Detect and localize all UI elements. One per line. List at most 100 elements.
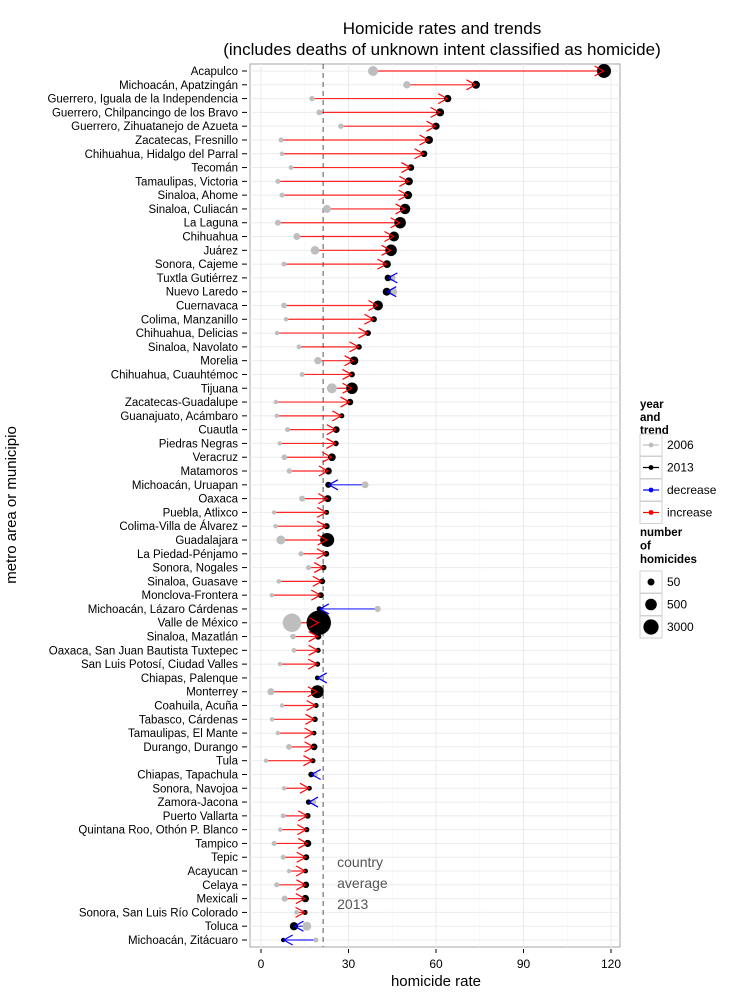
y-tick-label: Acayucan (187, 866, 238, 878)
arrowhead (401, 162, 412, 174)
y-tick-label: Michoacán, Uruapan (132, 480, 238, 492)
point-2006 (281, 302, 287, 309)
arrowhead (297, 837, 309, 849)
point-2006 (309, 95, 315, 102)
y-tick-label: Tabasco, Cárdenas (139, 714, 238, 726)
y-tick-label: Mexicali (196, 894, 238, 906)
legend-size-dot (643, 619, 659, 635)
x-tick-label: 90 (517, 957, 531, 971)
y-axis-labels: Acapulco Michoacán, Apatzingán Guerrero, I… (47, 66, 247, 947)
y-tick-label: Michoacán, Apatzingán (119, 80, 238, 92)
point-2006 (310, 246, 320, 255)
point-2006 (275, 730, 281, 736)
country-average-annotation: country average 2013 (337, 854, 388, 912)
y-tick-label: Monterrey (186, 687, 238, 699)
point-2006 (296, 344, 302, 350)
x-tick-label: 30 (342, 957, 356, 971)
y-tick-label: Chihuahua, Delicias (136, 328, 239, 340)
arrowhead (316, 520, 328, 532)
arrowhead (318, 493, 329, 505)
y-tick-label: Tepic (211, 852, 238, 864)
y-tick-label: Chihuahua (182, 232, 238, 244)
y-tick-label: Colima, Manzanillo (141, 314, 238, 326)
legend-trend-title: year (640, 399, 664, 411)
legend-size-dot (647, 578, 655, 586)
y-tick-label: Tamaulipas, Victoria (135, 176, 238, 188)
y-tick-label: Durango, Durango (143, 742, 238, 754)
arrowhead (381, 244, 392, 256)
point-2006 (281, 895, 288, 902)
arrowhead (312, 575, 323, 587)
point-2006 (316, 109, 323, 116)
point-2006 (403, 81, 411, 89)
arrowhead (282, 934, 293, 946)
y-tick-label: Matamoros (180, 466, 238, 478)
arrowhead (426, 120, 437, 132)
legend-size-label: 3000 (667, 620, 694, 634)
point-2006 (282, 613, 302, 632)
point-2006 (305, 564, 312, 571)
arrowhead (304, 741, 315, 753)
arrowhead (317, 534, 328, 546)
point-2006 (277, 827, 283, 832)
y-tick-label: Juárez (203, 245, 238, 257)
annotation-line: average (337, 875, 388, 891)
point-2006 (280, 813, 286, 819)
arrowhead (303, 755, 314, 767)
arrowhead (306, 699, 317, 712)
y-tick-label: Nuevo Laredo (166, 287, 238, 299)
point-2006 (279, 703, 285, 708)
annotation-line: country (337, 854, 383, 870)
legend-trend-label: 2006 (667, 438, 694, 452)
arrowhead (344, 355, 355, 367)
y-tick-label: Tula (216, 756, 239, 768)
point-2006 (298, 551, 304, 557)
y-tick-label: Veracruz (193, 452, 239, 464)
legend-size-label: 500 (667, 598, 687, 612)
title-line-1: Homicide rates and trends (343, 19, 541, 38)
y-tick-label: Oaxaca (198, 494, 238, 506)
y-tick-label: Celaya (202, 880, 238, 892)
point-2006 (368, 66, 378, 76)
arrowhead (295, 893, 307, 905)
point-2006 (263, 758, 269, 763)
point-2006 (274, 219, 281, 226)
point-2006 (274, 330, 280, 336)
point-2006 (269, 592, 274, 598)
arrowheads (282, 65, 605, 946)
arrowhead (342, 382, 353, 394)
y-tick-label: Chiapas, Palenque (141, 673, 238, 685)
y-tick-label: Sonora, Navojoa (152, 783, 238, 795)
legend-size-dot (645, 598, 657, 611)
legend-trend-label: increase (667, 506, 713, 520)
y-tick-label: Valle de México (158, 618, 238, 630)
point-2006 (286, 744, 292, 750)
y-tick-label: Oaxaca, San Juan Bautista Tuxtepec (49, 645, 238, 657)
legend-size-title: homicides (640, 554, 697, 566)
y-tick-label: Quintana Roo, Othón P. Blanco (78, 825, 238, 837)
legend-size-title: of (640, 541, 651, 553)
point-2006 (374, 605, 381, 613)
point-2006 (299, 372, 305, 377)
y-tick-label: Guerrero, Chilpancingo de los Bravo (52, 107, 238, 119)
legend-trend-label: 2013 (667, 461, 694, 475)
y-tick-label: Puerto Vallarta (163, 811, 239, 823)
point-2006 (274, 882, 280, 888)
y-tick-label: Cuernavaca (176, 300, 239, 312)
arrowhead (377, 258, 388, 270)
y-tick-label: San Luis Potosí, Ciudad Valles (81, 659, 238, 671)
y-tick-label: Toluca (205, 921, 239, 933)
arrowhead (332, 410, 343, 422)
point-2006 (322, 204, 331, 213)
arrowhead (296, 879, 307, 891)
x-tick-label: 0 (258, 957, 265, 971)
x-tick-label: 60 (429, 957, 443, 971)
y-tick-label: Chihuahua, Cuauhtémoc (111, 369, 238, 381)
arrowhead (395, 203, 406, 215)
arrowhead (327, 479, 339, 491)
arrowhead (293, 920, 304, 932)
arrowhead (310, 768, 321, 781)
y-tick-label: Zamora-Jacona (157, 797, 238, 809)
point-2006 (299, 495, 306, 502)
